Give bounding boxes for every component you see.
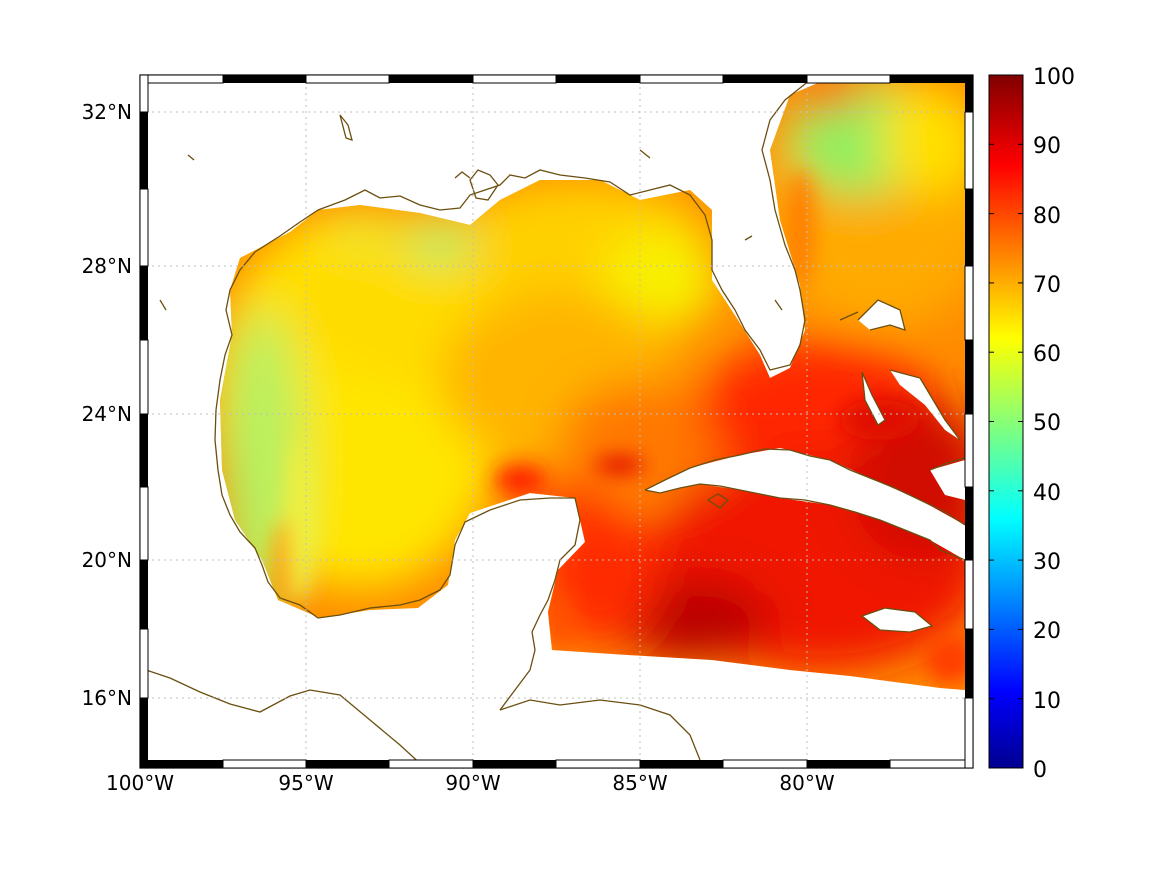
colorbar: 100 90 80 70 60 50 40 30 20 10 0 [988,65,1075,783]
land-layer [645,300,965,632]
latitude-labels: 32°N 28°N 24°N 20°N 16°N [82,100,132,710]
colorbar-label-30: 30 [1033,550,1061,575]
colorbar-label-20: 20 [1033,619,1061,644]
colorbar-label-80: 80 [1033,204,1061,229]
lon-label-85w: 85°W [612,771,667,795]
lat-label-20: 20°N [82,548,132,572]
colorbar-label-0: 0 [1033,758,1047,783]
colorbar-ramp [988,74,1024,769]
colorbar-ticks [989,74,1023,769]
lat-label-28: 28°N [82,254,132,278]
lon-label-100w: 100°W [106,771,174,795]
colorbar-labels: 100 90 80 70 60 50 40 30 20 10 0 [1033,65,1075,783]
colorbar-label-70: 70 [1033,273,1061,298]
colorbar-label-10: 10 [1033,689,1061,714]
lon-label-90w: 90°W [445,771,500,795]
map-frame [139,74,974,769]
colorbar-label-40: 40 [1033,481,1061,506]
colorbar-label-100: 100 [1033,65,1075,90]
lat-label-32: 32°N [82,100,132,124]
lat-label-24: 24°N [82,402,132,426]
colorbar-label-50: 50 [1033,411,1061,436]
colorbar-label-90: 90 [1033,134,1061,159]
graticule [140,75,973,768]
field-layer [220,82,965,690]
lat-label-16: 16°N [82,686,132,710]
longitude-labels: 100°W 95°W 90°W 85°W 80°W [106,771,835,795]
lon-label-80w: 80°W [779,771,834,795]
coastline-layer [140,75,966,768]
colorbar-label-60: 60 [1033,342,1061,367]
lon-label-95w: 95°W [278,771,333,795]
